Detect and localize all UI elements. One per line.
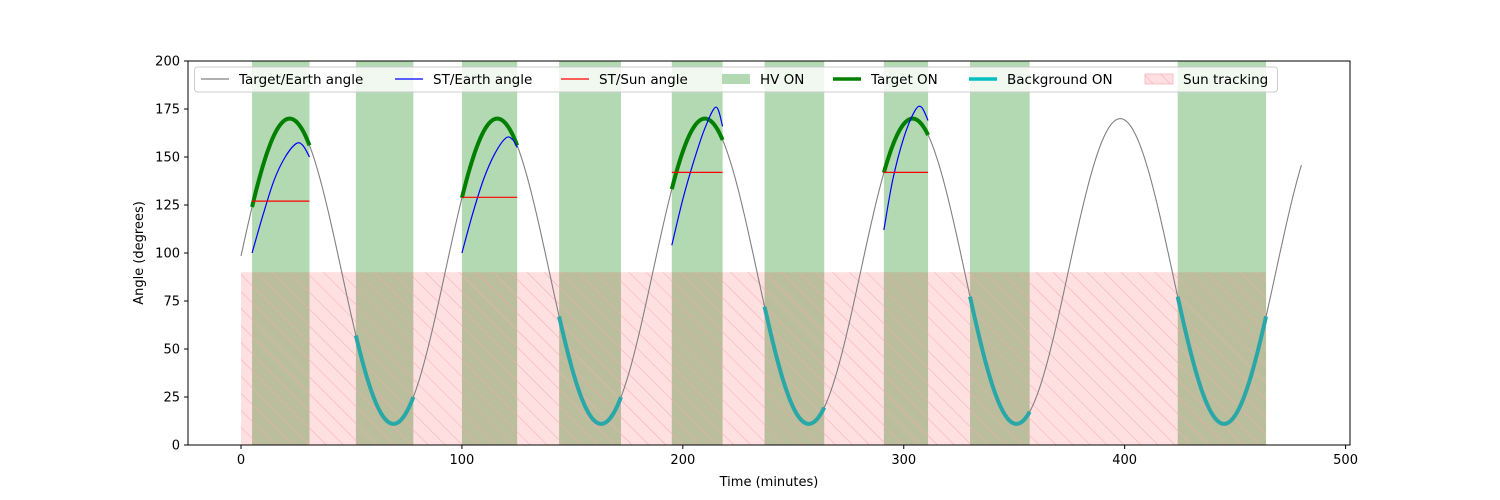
sun-tracking-hatch-0: [241, 272, 1267, 445]
y-tick-label-4: 100: [155, 247, 180, 262]
background-on-segment-0: [353, 335, 416, 426]
background-on-segment-3: [968, 296, 1032, 426]
y-tick-label-7: 175: [155, 103, 180, 118]
st-earth-angle-segment-1: [461, 136, 518, 254]
x-tick-label-5: 500: [1333, 453, 1358, 468]
target-on-segment-0: [250, 116, 312, 208]
y-tick-label-0: 0: [172, 439, 180, 454]
y-tick-label-2: 50: [163, 343, 180, 358]
y-tick-label-6: 150: [155, 151, 180, 166]
x-tick-label-3: 300: [891, 453, 916, 468]
y-tick-label-5: 125: [155, 199, 180, 214]
st-earth-angle-segment-3: [883, 105, 929, 231]
legend-label-0: Target/Earth angle: [238, 72, 363, 88]
background-on-segment-2: [762, 306, 827, 426]
legend-label-4: Target ON: [870, 72, 938, 88]
x-tick-label-1: 100: [450, 453, 475, 468]
legend-swatch-3: [722, 74, 750, 84]
legend-label-1: ST/Earth angle: [433, 72, 532, 88]
target-on-segment-2: [669, 116, 725, 190]
background-on-segment-4: [1175, 296, 1268, 426]
y-tick-label-8: 200: [155, 55, 180, 70]
x-axis-label: Time (minutes): [719, 475, 819, 490]
y-tick-label-1: 25: [163, 391, 180, 406]
legend-swatch-hatch-6: [1145, 74, 1173, 84]
y-tick-label-3: 75: [163, 295, 180, 310]
y-axis-label: Angle (degrees): [132, 201, 147, 305]
legend-label-3: HV ON: [760, 72, 804, 88]
legend-label-5: Background ON: [1007, 72, 1113, 88]
st-earth-angle-segment-2: [671, 106, 724, 246]
background-on-segment-1: [557, 316, 623, 426]
legend-label-6: Sun tracking: [1183, 72, 1268, 88]
x-tick-label-2: 200: [670, 453, 695, 468]
x-tick-label-0: 0: [237, 453, 245, 468]
x-tick-label-4: 400: [1112, 453, 1137, 468]
target-on-segment-1: [459, 116, 520, 199]
target-on-segment-3: [881, 116, 930, 174]
legend-label-2: ST/Sun angle: [599, 72, 688, 88]
st-earth-angle-segment-0: [251, 142, 311, 254]
